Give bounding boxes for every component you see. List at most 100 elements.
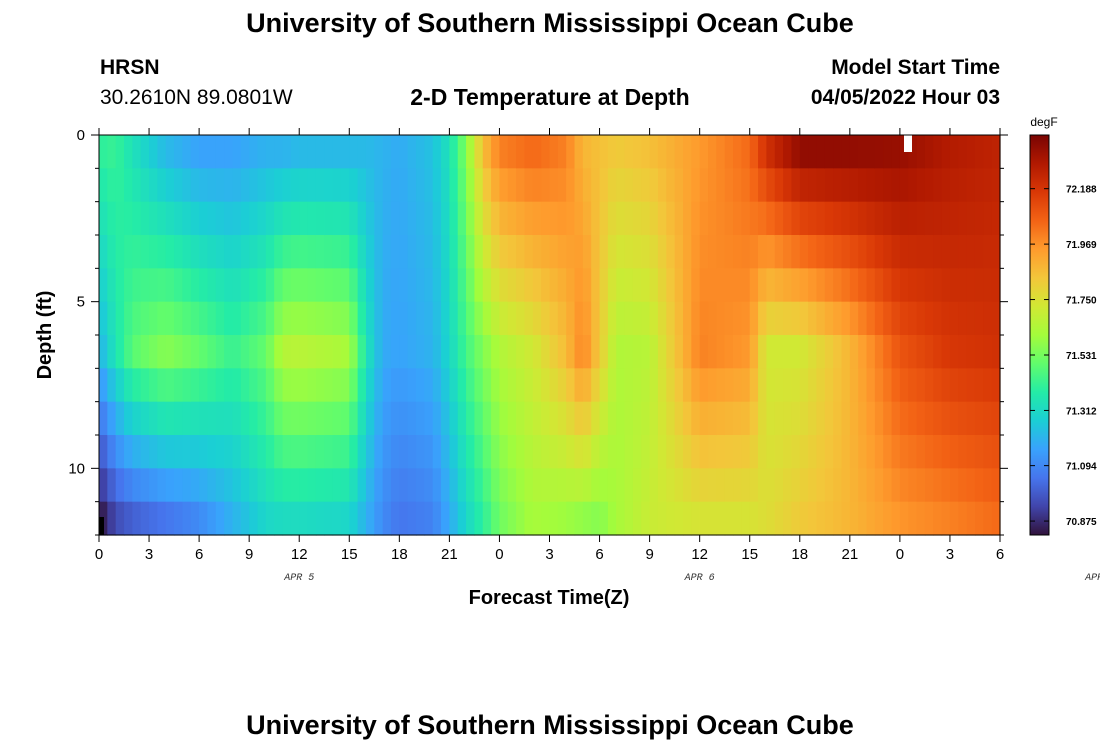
heatmap-cell (482, 168, 492, 203)
heatmap-cell (908, 168, 918, 203)
heatmap-cell (916, 435, 926, 469)
heatmap-cell (591, 268, 601, 303)
heatmap-cell (591, 401, 601, 436)
heatmap-cell (958, 301, 968, 336)
heatmap-cell (174, 235, 184, 269)
heatmap-cell (582, 235, 592, 269)
x-tick-label: 18 (791, 546, 808, 563)
heatmap-cell (924, 401, 934, 436)
heatmap-cell (791, 435, 801, 469)
heatmap-cell (274, 268, 284, 303)
heatmap-cell (933, 501, 943, 536)
heatmap-cell (424, 335, 434, 369)
heatmap-cell (466, 501, 476, 536)
heatmap-cell (674, 301, 684, 336)
heatmap-cell (157, 168, 167, 203)
heatmap-cell (724, 335, 734, 369)
heatmap-cell (382, 335, 392, 369)
heatmap-cell (190, 201, 200, 236)
heatmap-cell (708, 301, 717, 336)
heatmap-cell (833, 401, 843, 436)
heatmap-cell (666, 435, 676, 469)
heatmap-cell (874, 268, 884, 303)
heatmap-cell (774, 335, 784, 369)
heatmap-cell (282, 135, 292, 169)
heatmap-cell (616, 168, 626, 203)
heatmap-cell (991, 468, 1001, 503)
heatmap-cell (499, 468, 509, 503)
heatmap-cell (607, 268, 617, 303)
heatmap-cell (808, 301, 818, 336)
heatmap-cell (432, 335, 442, 369)
heatmap-cell (182, 135, 192, 169)
heatmap-cell (682, 335, 692, 369)
heatmap-cell (641, 335, 651, 369)
heatmap-cell (357, 368, 367, 403)
heatmap-cell (257, 335, 267, 369)
heatmap-cell (974, 201, 984, 236)
heatmap-cell (441, 201, 450, 236)
heatmap-cell (466, 135, 476, 169)
heatmap-cell (716, 168, 726, 203)
heatmap-cell (199, 201, 209, 236)
heatmap-cell (499, 368, 509, 403)
heatmap-cell (641, 468, 651, 503)
heatmap-cell (349, 168, 359, 203)
heatmap-cell (632, 301, 642, 336)
heatmap-cell (190, 335, 200, 369)
heatmap-cell (324, 201, 334, 236)
x-tick-label: 9 (245, 546, 253, 563)
heatmap-cell (107, 501, 117, 536)
heatmap-cell (657, 201, 667, 236)
heatmap-cell (774, 201, 784, 236)
heatmap-cell (783, 468, 793, 503)
heatmap-cell (849, 468, 859, 503)
heatmap-cell (858, 401, 868, 436)
heatmap-cell (899, 201, 909, 236)
heatmap-cell (224, 468, 234, 503)
heatmap-cell (365, 301, 375, 336)
heatmap-cell (766, 501, 776, 536)
x-tick-label: 3 (545, 546, 553, 563)
heatmap-cell (966, 301, 976, 336)
heatmap-cell (207, 168, 217, 203)
heatmap-cell (691, 201, 701, 236)
heatmap-cell (974, 335, 984, 369)
heatmap-cell (599, 168, 609, 203)
heatmap-cell (816, 401, 826, 436)
heatmap-cell (149, 201, 158, 236)
heatmap-cell (774, 235, 784, 269)
heatmap-cell (491, 268, 501, 303)
heatmap-cell (390, 401, 400, 436)
colorbar-tick-label: 71.094 (1066, 462, 1097, 473)
heatmap-cell (733, 368, 742, 403)
heatmap-cell (924, 301, 934, 336)
heatmap-cell (799, 368, 809, 403)
heatmap-cell (591, 201, 601, 236)
heatmap-cell (165, 135, 175, 169)
heatmap-cell (332, 135, 342, 169)
heatmap-cell (733, 501, 742, 536)
heatmap-cell (124, 201, 133, 236)
heatmap-cell (524, 401, 534, 436)
heatmap-cell (441, 468, 450, 503)
heatmap-cell (808, 235, 818, 269)
heatmap-cell (257, 468, 267, 503)
heatmap-cell (491, 368, 501, 403)
heatmap-cell (441, 235, 450, 269)
heatmap-cell (841, 235, 851, 269)
heatmap-cell (724, 235, 734, 269)
heatmap-cell (382, 301, 392, 336)
heatmap-cell (824, 201, 834, 236)
heatmap-cell (908, 468, 918, 503)
heatmap-cell (249, 201, 259, 236)
heatmap-cell (599, 368, 609, 403)
heatmap-cell (432, 235, 442, 269)
heatmap-cell (599, 135, 609, 169)
heatmap-cell (816, 268, 826, 303)
heatmap-cell (324, 235, 334, 269)
heatmap-cell (282, 401, 292, 436)
heatmap-cell (983, 135, 993, 169)
heatmap-cell (524, 268, 534, 303)
heatmap-cell (307, 435, 317, 469)
